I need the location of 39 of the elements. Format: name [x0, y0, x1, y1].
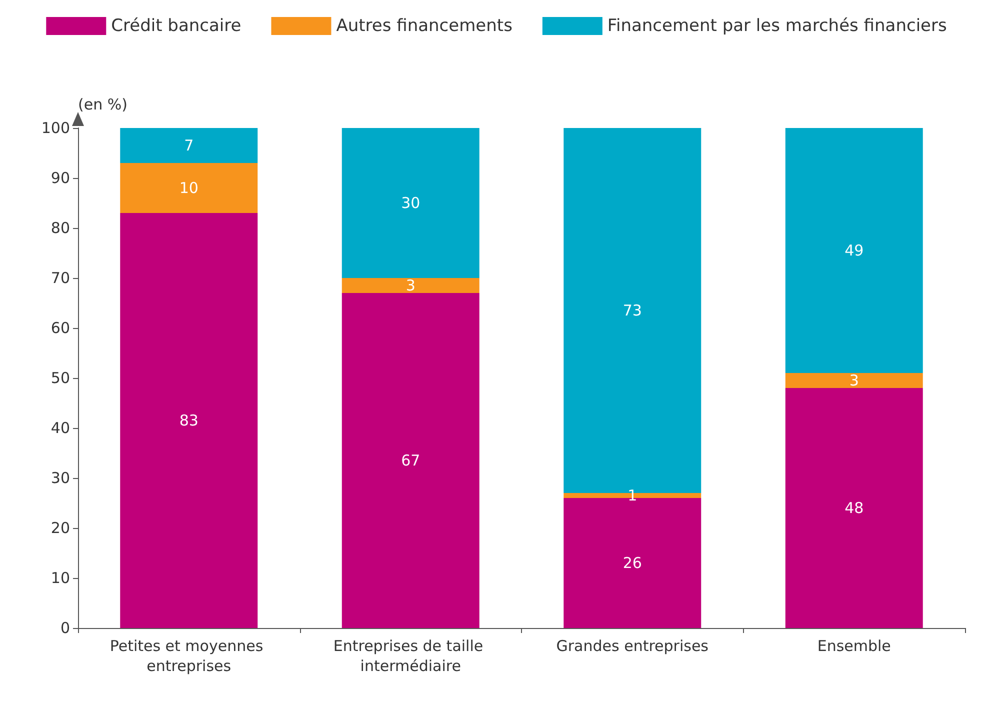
bar: [342, 293, 480, 628]
data-label: 7: [184, 136, 194, 154]
legend-label: Autres financements: [336, 16, 513, 36]
x-tick-label: Entreprises de taille intermédiaire: [333, 637, 488, 675]
data-label: 26: [622, 554, 642, 572]
legend-label: Financement par les marchés financiers: [607, 16, 947, 36]
bar: [342, 278, 480, 293]
bar: [785, 128, 923, 373]
y-tick-label: 50: [50, 369, 70, 387]
bar: [120, 128, 258, 163]
x-tick-label: Grandes entreprises: [556, 637, 709, 655]
data-label: 49: [844, 242, 864, 260]
data-label: 10: [179, 179, 198, 197]
x-tick-label: Ensemble: [817, 637, 891, 655]
y-tick-label: 60: [50, 319, 70, 337]
data-label: 3: [406, 276, 416, 294]
y-tick-label: 40: [50, 419, 70, 437]
data-label: 48: [844, 499, 864, 517]
data-label: 73: [622, 302, 642, 320]
y-tick-label: 90: [50, 169, 70, 187]
bar: [120, 213, 258, 628]
legend-label: Crédit bancaire: [111, 16, 242, 36]
y-tick-label: 100: [41, 119, 70, 137]
data-label: 30: [401, 194, 420, 212]
y-tick-label: 80: [50, 219, 70, 237]
bar: [785, 388, 923, 628]
y-tick-label: 30: [50, 469, 70, 487]
bar: [120, 163, 258, 213]
y-tick-label: 10: [50, 569, 70, 587]
bar: [785, 373, 923, 388]
y-tick-label: 70: [50, 269, 70, 287]
y-axis-title: (en %): [78, 96, 128, 114]
data-label: 3: [849, 372, 859, 390]
x-tick-label: Petites et moyennes entreprises: [110, 637, 268, 675]
y-tick-label: 20: [50, 519, 70, 537]
data-label: 67: [401, 452, 420, 470]
data-label: 83: [179, 412, 198, 430]
y-tick-label: 0: [60, 619, 70, 637]
bar: [342, 128, 480, 278]
